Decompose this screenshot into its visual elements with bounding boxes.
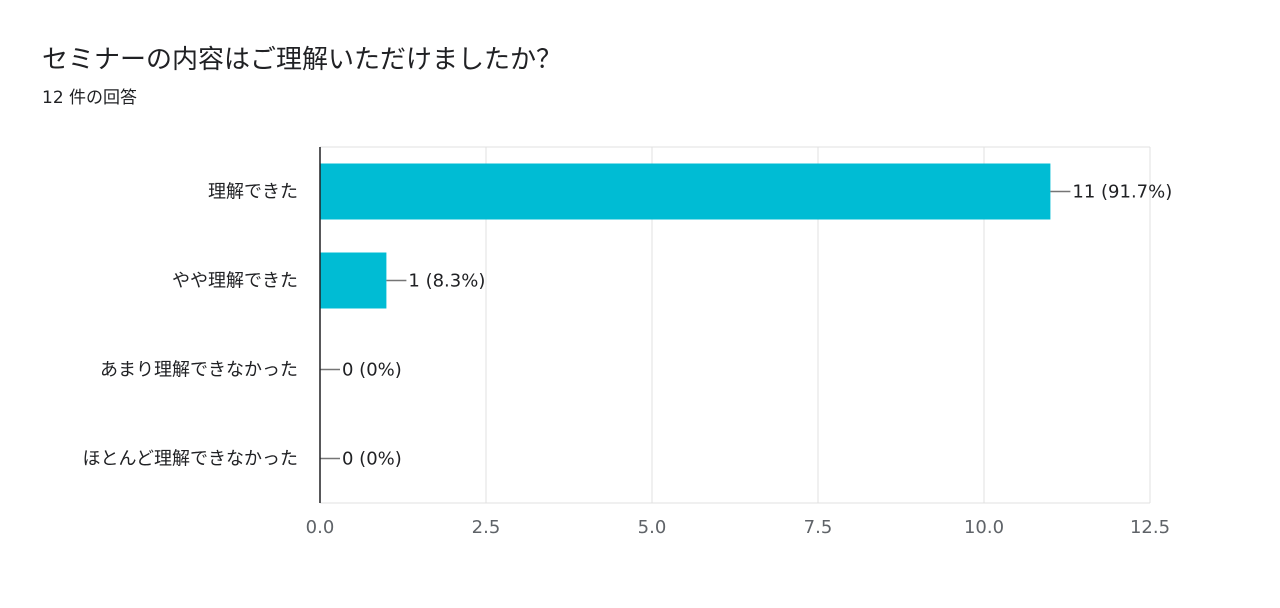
data-label: 11 (91.7%) bbox=[1072, 182, 1172, 203]
category-label: やや理解できた bbox=[172, 271, 298, 292]
category-label: ほとんど理解できなかった bbox=[83, 449, 298, 470]
x-tick-label: 7.5 bbox=[804, 517, 833, 538]
bar[interactable] bbox=[320, 163, 1051, 220]
bar[interactable] bbox=[320, 252, 387, 309]
x-tick-label: 10.0 bbox=[964, 517, 1004, 538]
x-tick-label: 2.5 bbox=[472, 517, 501, 538]
x-tick-label: 5.0 bbox=[638, 517, 667, 538]
x-tick-label: 0.0 bbox=[306, 517, 335, 538]
data-label: 1 (8.3%) bbox=[408, 271, 485, 292]
response-count: 12 件の回答 bbox=[42, 88, 138, 108]
data-label: 0 (0%) bbox=[342, 449, 402, 470]
data-label: 0 (0%) bbox=[342, 360, 402, 381]
chart-title: セミナーの内容はご理解いただけましたか？ bbox=[42, 45, 563, 75]
category-label: あまり理解できなかった bbox=[100, 360, 298, 381]
category-label: 理解できた bbox=[208, 182, 298, 203]
x-tick-label: 12.5 bbox=[1130, 517, 1170, 538]
